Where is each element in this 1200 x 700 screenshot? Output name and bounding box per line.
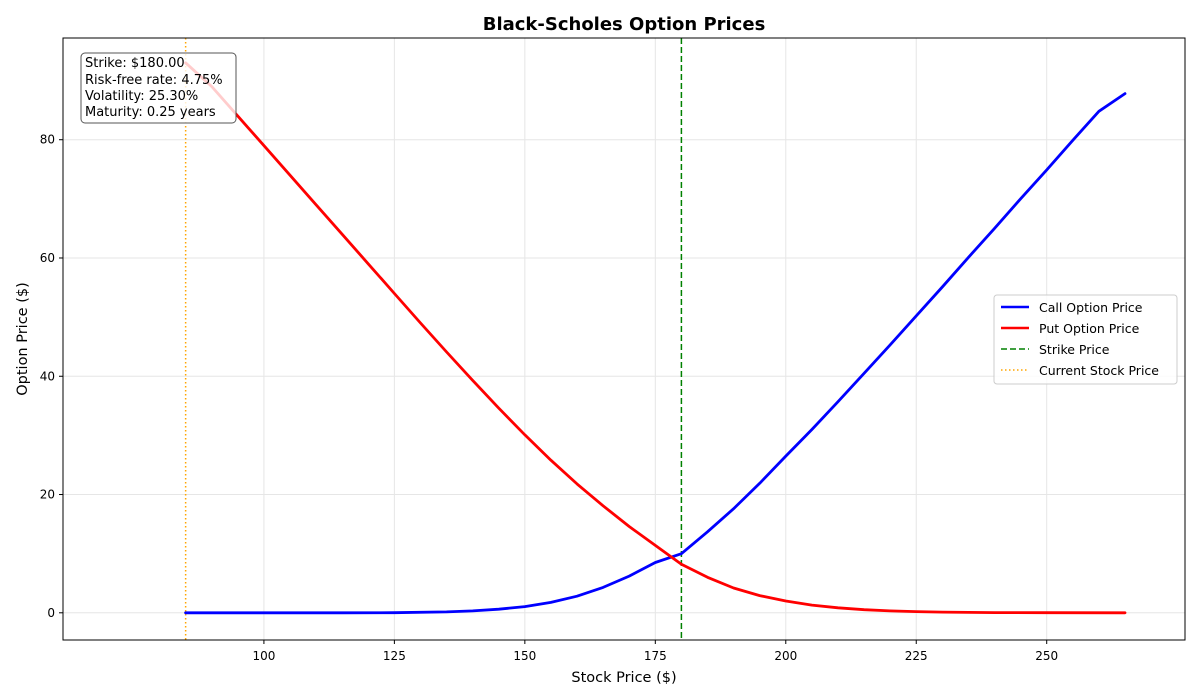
x-tick-label: 200 [774,649,797,663]
info-box: Strike: $180.00 Risk-free rate: 4.75% Vo… [80,52,237,124]
info-volatility: Volatility: 25.30% [85,89,198,104]
info-box-frame [80,52,237,124]
y-axis-label: Option Price ($) [15,282,31,396]
plot-frame [62,37,1186,641]
y-tick-label: 40 [40,369,55,383]
series-layer [184,38,1127,640]
legend-label-put: Put Option Price [1039,321,1140,336]
legend-label-call: Call Option Price [1039,300,1143,315]
x-tick-label: 125 [383,649,406,663]
y-tick-label: 60 [40,251,55,265]
y-tick-label: 80 [40,133,55,147]
legend-label-strike: Strike Price [1039,342,1110,357]
chart-title: Black-Scholes Option Prices [483,14,766,35]
call-option-price-line [184,92,1127,615]
put-option-price-line [184,61,1127,615]
legend: Call Option Price Put Option Price Strik… [993,294,1178,385]
legend-label-current-price: Current Stock Price [1039,363,1159,378]
x-tick-label: 225 [905,649,928,663]
x-axis-label: Stock Price ($) [571,670,676,686]
x-tick-label: 100 [252,649,275,663]
y-tick-label: 0 [47,606,55,620]
x-tick-label: 150 [513,649,536,663]
info-maturity: Maturity: 0.25 years [85,105,216,120]
y-tick-label: 20 [40,488,55,502]
axis-ticks: 100 125 150 175 200 225 250 0 20 40 60 80 [40,133,1058,663]
info-risk-free-rate: Risk-free rate: 4.75% [85,73,223,88]
x-tick-label: 175 [644,649,667,663]
legend-frame [993,294,1178,385]
info-strike: Strike: $180.00 [85,56,185,71]
x-tick-label: 250 [1035,649,1058,663]
